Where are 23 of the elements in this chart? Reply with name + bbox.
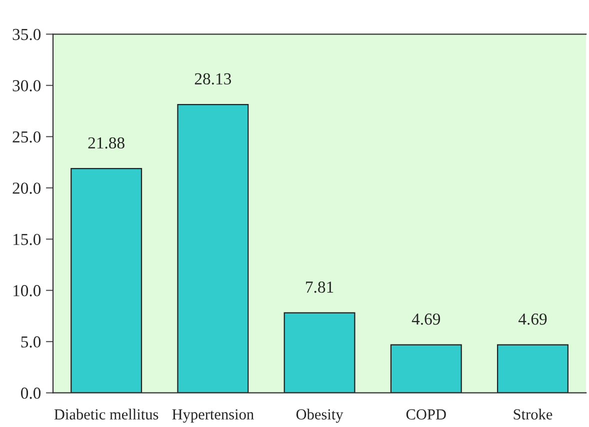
data-label: 4.69 (412, 314, 440, 325)
bar (177, 104, 249, 393)
x-tick-label: Diabetic mellitus (54, 408, 158, 420)
data-label: 28.13 (194, 73, 232, 85)
data-label: 4.69 (518, 314, 547, 325)
bar (390, 344, 462, 393)
y-tick-label: 35.0 (12, 28, 41, 40)
x-tick-label: Hypertension (172, 409, 254, 423)
bar (70, 168, 142, 393)
y-tick-label: 5.0 (21, 336, 41, 348)
bar (497, 344, 568, 393)
bar (284, 312, 356, 393)
y-tick-label: 25.0 (12, 131, 41, 143)
data-label: 7.81 (306, 282, 334, 293)
y-tick-label: 30.0 (12, 80, 41, 92)
y-tick-label: 10.0 (14, 285, 41, 296)
x-tick-label: Obesity (296, 408, 344, 423)
x-tick-label: Stroke (514, 408, 552, 420)
y-tick-label: 20.0 (12, 182, 41, 194)
y-tick-label: 15.0 (14, 234, 41, 246)
x-tick-label: COPD (406, 409, 446, 420)
data-label: 21.88 (88, 137, 124, 149)
y-tick-label: 0.0 (21, 388, 41, 399)
